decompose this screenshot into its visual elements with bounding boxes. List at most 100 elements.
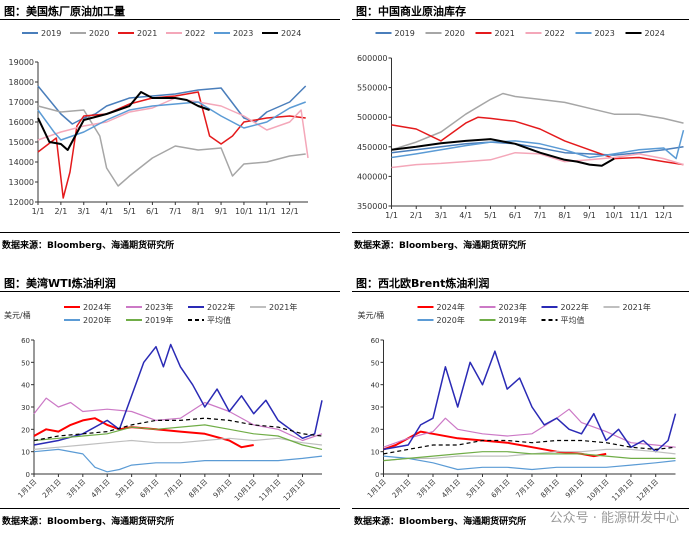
x-tick-label: 2月1日: [41, 478, 63, 500]
series-line: [37, 85, 307, 125]
y-tick-label: 50: [371, 359, 380, 367]
series-line: [37, 101, 306, 141]
series-line: [391, 151, 684, 169]
x-tick-label: 12月1日: [282, 478, 307, 503]
x-tick-label: 7月1日: [163, 478, 185, 500]
series-line: [33, 437, 323, 450]
series-line: [391, 138, 615, 167]
x-tick-label: 11/1: [258, 207, 276, 216]
y-tick-label: 400000: [357, 172, 388, 181]
x-tick-label: 4月1日: [440, 478, 462, 500]
x-tick-label: 2/1: [410, 211, 423, 220]
title-divider: [0, 291, 340, 292]
y-tick-label: 19000: [9, 58, 34, 67]
x-tick-label: 1/1: [32, 207, 45, 216]
x-tick-label: 4/1: [459, 211, 472, 220]
x-tick-label: 7/1: [534, 211, 547, 220]
x-tick-label: 5/1: [484, 211, 497, 220]
series-line: [383, 350, 677, 453]
x-tick-label: 11月1日: [610, 478, 635, 503]
series-line: [391, 116, 684, 166]
series-line: [383, 455, 676, 471]
panel-title: 图：美湾WTI炼油利润: [4, 277, 116, 290]
y-tick-label: 17000: [9, 98, 34, 107]
x-tick-label: 10月1日: [233, 478, 258, 503]
x-tick-label: 12/1: [655, 211, 673, 220]
x-tick-label: 11月1日: [257, 478, 282, 503]
y-tick-label: 500000: [357, 113, 388, 122]
legend-label: 2023: [233, 29, 253, 38]
legend-label: 2022: [185, 29, 205, 38]
source-divider: [352, 508, 689, 509]
source-note: 数据来源：Bloomberg、海通期货研究所: [2, 517, 175, 527]
series-line: [33, 343, 323, 446]
x-tick-label: 1/1: [385, 211, 398, 220]
x-tick-label: 6/1: [146, 207, 159, 216]
legend-label: 2021: [495, 29, 515, 38]
legend-label: 2020年: [437, 315, 465, 325]
y-tick-label: 0: [26, 471, 30, 479]
y-tick-label: 40: [21, 382, 30, 390]
x-tick-label: 5月1日: [465, 478, 487, 500]
chart-us-refinery-runs: 12000 13000 14000 15000 16000 17000 18000 19000…: [9, 29, 309, 216]
x-tick-label: 2/1: [54, 207, 67, 216]
legend-label: 2024: [281, 29, 301, 38]
series-line: [391, 130, 685, 160]
series-line: [33, 417, 323, 442]
legend-label: 2019年: [145, 315, 173, 325]
source-divider: [0, 232, 340, 233]
x-tick-label: 11/1: [630, 211, 648, 220]
watermark-text: 公众号 · 能源研发中心: [549, 511, 679, 526]
legend-label: 2024: [645, 29, 665, 38]
x-tick-label: 7月1日: [515, 478, 537, 500]
x-tick-label: 8月1日: [539, 478, 561, 500]
x-tick-label: 10/1: [605, 211, 623, 220]
x-tick-label: 8/1: [192, 207, 205, 216]
legend-label: 平均值: [561, 315, 585, 325]
title-divider: [352, 19, 689, 20]
y-tick-label: 60: [21, 337, 30, 345]
legend-label: 2023年: [145, 302, 173, 312]
panel-title: 图：西北欧Brent炼油利润: [356, 277, 490, 290]
x-tick-label: 7/1: [169, 207, 182, 216]
y-tick-label: 550000: [357, 84, 388, 93]
panel-title: 图：美国炼厂原油加工量: [4, 5, 125, 18]
x-tick-label: 8月1日: [187, 478, 209, 500]
series-line: [37, 91, 306, 199]
y-tick-label: 60: [371, 337, 380, 345]
legend-label: 平均值: [207, 315, 231, 325]
x-tick-label: 4/1: [100, 207, 113, 216]
y-tick-label: 50: [21, 359, 30, 367]
series-line: [383, 408, 676, 448]
legend-label: 2020: [89, 29, 109, 38]
legend-label: 2022: [545, 29, 565, 38]
y-tick-label: 600000: [357, 54, 388, 63]
y-tick-label: 16000: [9, 118, 34, 127]
series-line: [391, 141, 684, 156]
panel-china-crude-inventory: 图：中国商业原油库存 350000 400000 450000 500000 55000…: [352, 0, 689, 264]
legend-label: 2019年: [499, 315, 527, 325]
x-tick-label: 3/1: [435, 211, 448, 220]
legend-label: 2023年: [499, 302, 527, 312]
legend-label: 2024年: [437, 302, 465, 312]
y-tick-label: 14000: [9, 158, 34, 167]
legend-label: 2021年: [623, 302, 651, 312]
legend-label: 2020: [445, 29, 465, 38]
series-line: [33, 397, 323, 442]
y-tick-label: 13000: [9, 178, 34, 187]
x-tick-label: 5月1日: [114, 478, 136, 500]
source-note: 数据来源：Bloomberg、海通期货研究所: [354, 517, 527, 527]
x-tick-label: 2月1日: [391, 478, 413, 500]
legend-label: 2022年: [561, 302, 589, 312]
x-tick-label: 3/1: [77, 207, 90, 216]
x-tick-label: 8/1: [558, 211, 571, 220]
legend-label: 2023: [595, 29, 615, 38]
x-tick-label: 10/1: [235, 207, 253, 216]
x-tick-label: 9/1: [583, 211, 596, 220]
legend-label: 2020年: [83, 315, 111, 325]
y-tick-label: 15000: [9, 138, 34, 147]
y-tick-label: 10: [21, 449, 30, 457]
y-tick-label: 20: [21, 426, 30, 434]
legend-label: 2021: [137, 29, 157, 38]
series-line: [391, 92, 684, 151]
